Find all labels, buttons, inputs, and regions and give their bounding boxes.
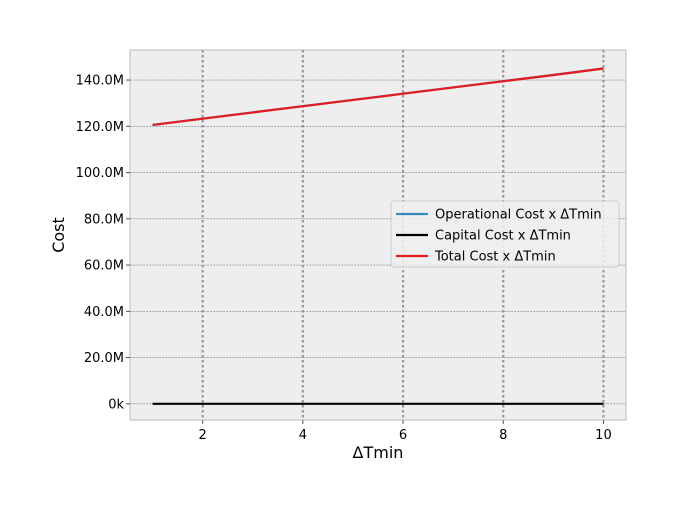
x-tick-label: 10 [595, 428, 612, 443]
series-lines [152, 67, 604, 405]
y-axis-ticks: 0k 20.0M 40.0M 60.0M 80.0M 100.0M 120.0M 140.0M [76, 74, 130, 412]
x-axis-ticks: 2 4 6 8 10 [199, 420, 612, 443]
legend-label-3: Total Cost x ΔTmin [434, 250, 556, 265]
legend-label-1: Operational Cost x ΔTmin [435, 208, 602, 223]
x-tick-label: 2 [199, 428, 207, 443]
x-tick-label: 8 [499, 428, 507, 443]
y-axis-label: Cost [49, 217, 68, 253]
y-tick-label: 0k [108, 397, 124, 412]
y-tick-label: 60.0M [84, 259, 124, 274]
series-line-3 [152, 67, 604, 127]
legend: Operational Cost x ΔTmin Capital Cost x Δ… [390, 200, 620, 268]
y-tick-label: 120.0M [76, 120, 124, 135]
y-tick-label: 40.0M [84, 305, 124, 320]
x-tick-label: 4 [299, 428, 307, 443]
legend-label-2: Capital Cost x ΔTmin [435, 229, 571, 244]
y-tick-label: 140.0M [76, 74, 124, 89]
x-tick-label: 6 [399, 428, 407, 443]
y-tick-label: 20.0M [84, 351, 124, 366]
y-tick-label: 80.0M [84, 212, 124, 227]
y-tick-label: 100.0M [76, 166, 124, 181]
x-axis-label: ΔTmin [353, 443, 404, 462]
legend-box [390, 200, 620, 268]
